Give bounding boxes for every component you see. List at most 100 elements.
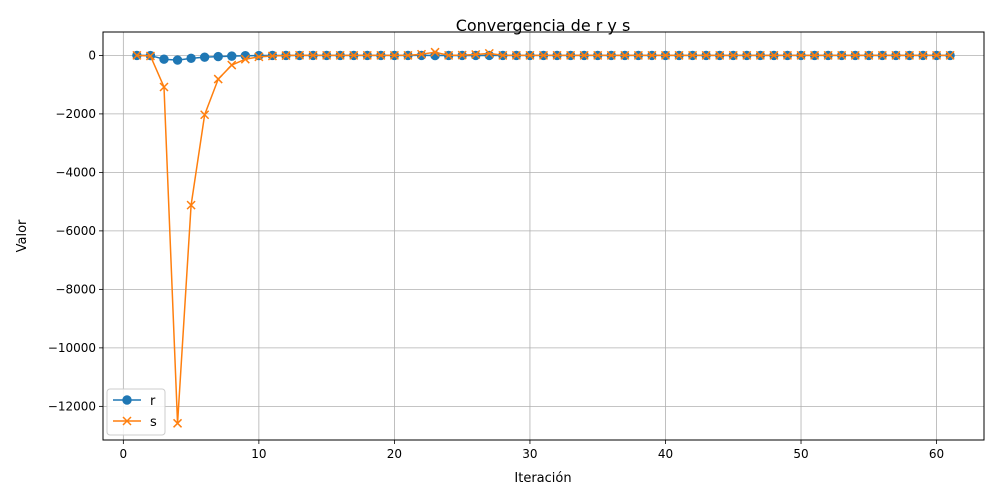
x-tick-label: 60 [929,447,944,461]
data-point-r [159,54,169,64]
data-point-s [295,50,305,60]
data-point-s [891,50,901,60]
data-point-s [796,50,806,60]
chart-title: Convergencia de r y s [456,16,631,35]
data-point-s [566,50,576,60]
data-point-s [742,50,752,60]
data-point-s [389,50,399,60]
data-point-s [362,50,372,60]
data-point-s [660,50,671,60]
data-point-s [823,50,833,60]
data-point-s [606,50,616,60]
data-point-s [403,50,413,60]
grid-lines [103,32,984,440]
y-tick-label: 0 [88,48,96,62]
data-point-s [227,60,237,70]
legend-marker-r [122,395,132,405]
data-point-s [864,50,874,60]
y-axis-label: Valor [15,219,30,252]
data-point-s [132,50,142,60]
data-point-s [254,52,264,62]
data-point-r [199,52,210,62]
x-tick-label: 50 [793,447,808,461]
data-point-s [173,418,183,428]
data-point-s [728,50,738,60]
data-point-s [674,50,684,60]
data-point-r [172,55,183,65]
data-point-s [701,50,711,60]
legend-label-r: r [150,394,156,409]
data-point-s [267,51,277,61]
y-tick-label: −2000 [55,107,96,121]
data-point-s [416,49,427,59]
x-axis-ticks: 0 10 20 30 40 50 60 [120,440,944,461]
y-tick-label: −6000 [55,224,96,238]
data-point-r [254,50,264,61]
legend-entry-s: s [113,415,157,430]
data-point-s [240,54,250,64]
data-point-s [810,50,820,60]
data-point-s [200,110,210,120]
data-point-s [322,50,332,60]
data-point-s [715,50,725,60]
data-point-s [918,50,928,60]
data-point-s [281,51,291,61]
y-tick-label: −8000 [55,282,96,296]
data-point-s [755,50,765,60]
data-point-s [593,50,603,60]
data-point-r [186,53,196,64]
x-tick-label: 40 [658,447,673,461]
data-point-s [579,50,589,60]
x-tick-label: 0 [120,447,128,461]
x-axis-label: Iteración [514,471,571,486]
plot-area-frame [102,31,985,441]
y-axis-ticks: 0 −2000 −4000 −6000 −8000 −10000 −12000 [48,48,103,413]
x-tick-label: 30 [522,447,537,461]
series-s [132,47,955,428]
data-point-s [213,74,223,84]
data-point-r [213,51,223,62]
data-point-s [769,50,779,60]
legend-items: rs [113,394,157,430]
data-point-s [335,50,345,60]
x-tick-label: 10 [251,447,266,461]
y-tick-label: −4000 [55,165,96,179]
data-point-s [444,50,454,60]
data-point-s [837,50,847,60]
data-point-s [633,50,643,60]
data-point-r [416,50,427,61]
data-point-s [904,50,914,60]
data-point-s [498,50,508,60]
x-tick-label: 20 [387,447,402,461]
data-point-s [877,50,887,60]
data-point-s [525,50,535,60]
data-point-s [620,50,630,60]
data-point-s [850,50,860,60]
data-point-s [159,82,169,92]
series-layer [132,47,955,428]
data-point-r [227,51,237,61]
data-point-s [349,50,359,60]
legend-marker-s [122,416,132,426]
y-tick-label: −12000 [48,399,96,413]
data-point-s [552,50,562,60]
data-point-s [376,50,386,60]
data-point-s [647,50,657,60]
legend-entry-r: r [113,394,156,409]
data-point-s [688,50,698,60]
data-point-s [511,50,521,60]
data-point-s [945,50,955,60]
data-point-s [538,50,549,60]
data-point-s [484,48,494,58]
data-point-s [471,49,481,60]
data-point-s [145,51,155,61]
data-point-s [932,50,942,60]
data-point-s [430,47,440,57]
y-tick-label: −10000 [48,341,96,355]
data-point-s [308,50,318,60]
data-point-s [457,50,467,60]
data-point-s [186,200,196,210]
legend: rs [106,388,166,436]
legend-label-s: s [150,415,157,430]
